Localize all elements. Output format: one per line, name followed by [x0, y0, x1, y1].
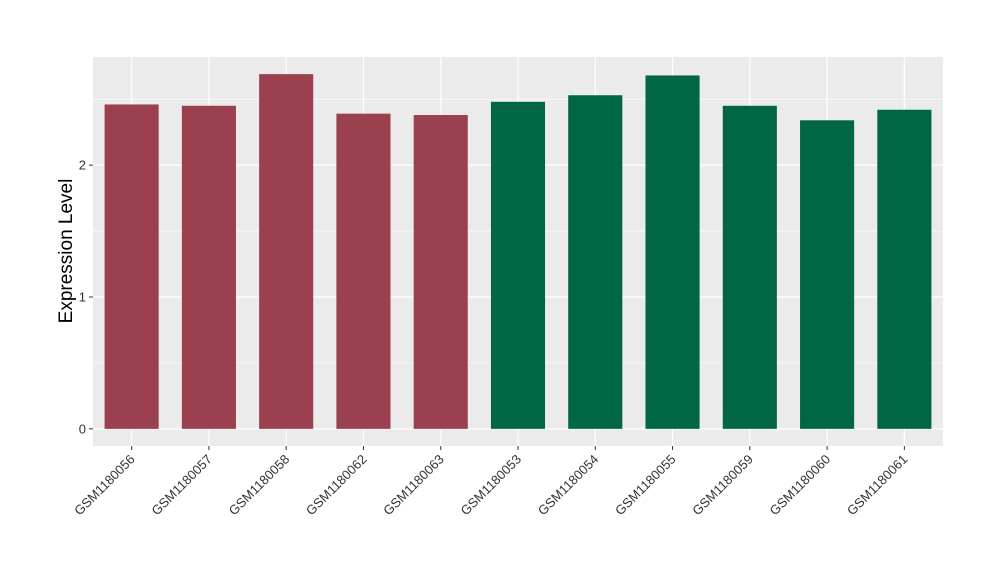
bar	[645, 75, 700, 429]
y-axis-title: Expression Level	[56, 179, 77, 324]
bar	[568, 95, 623, 429]
x-tick-label: GSM1180060	[767, 452, 834, 519]
bar	[259, 74, 314, 429]
x-tick-label: GSM1180063	[380, 452, 447, 519]
bar	[722, 105, 777, 429]
bar	[104, 104, 159, 429]
bar	[490, 101, 546, 429]
bar	[336, 113, 391, 429]
bar	[877, 109, 932, 429]
y-tick-label: 0	[79, 421, 86, 436]
bar	[181, 105, 236, 429]
x-tick-label: GSM1180057	[148, 452, 215, 519]
y-tick-label: 1	[79, 289, 86, 304]
x-axis: GSM1180056 GSM1180057 GSM1180058 GSM1180062…	[71, 446, 910, 518]
y-axis: 0 1 2	[79, 158, 93, 436]
bar	[413, 115, 468, 429]
x-tick-label: GSM1180061	[844, 452, 911, 519]
x-tick-label: GSM1180058	[226, 452, 293, 519]
x-tick-label: GSM1180055	[612, 452, 679, 519]
x-tick-label: GSM1180059	[689, 452, 756, 519]
x-tick-label: GSM1180062	[303, 452, 370, 519]
bar	[800, 120, 855, 429]
y-tick-label: 2	[79, 158, 86, 173]
bars	[104, 74, 932, 429]
x-tick-label: GSM1180054	[535, 452, 602, 519]
x-tick-label: GSM1180053	[457, 452, 524, 519]
x-tick-label: GSM1180056	[71, 452, 138, 519]
